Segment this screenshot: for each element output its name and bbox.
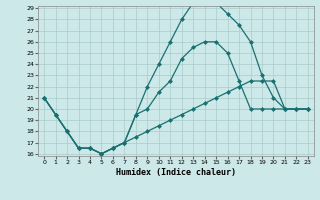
X-axis label: Humidex (Indice chaleur): Humidex (Indice chaleur) [116, 168, 236, 177]
